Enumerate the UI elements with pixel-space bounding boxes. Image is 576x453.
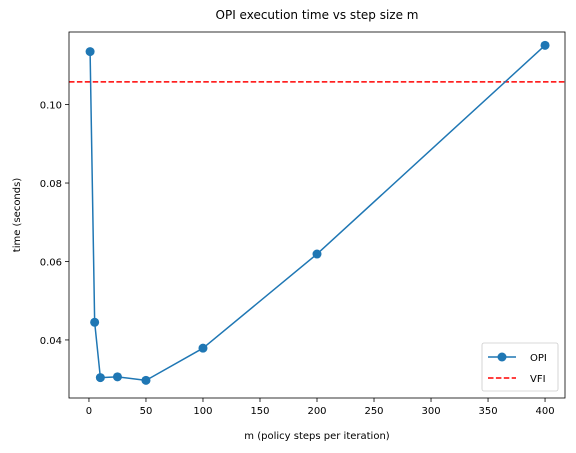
x-tick-label: 150 [250, 406, 269, 417]
legend-opi-label: OPI [530, 353, 547, 364]
opi-data-point [90, 317, 100, 327]
x-tick-label: 200 [307, 406, 326, 417]
y-tick-label: 0.10 [40, 101, 62, 112]
opi-data-point [198, 343, 208, 353]
y-tick-label: 0.06 [40, 257, 62, 268]
y-tick-label: 0.04 [40, 336, 62, 347]
y-axis-label: time (seconds) [12, 178, 23, 253]
opi-data-point [141, 375, 151, 385]
opi-data-point [312, 249, 322, 259]
x-axis: 0 50 100 150 200 250 300 350 400 [86, 398, 555, 417]
opi-data-point [112, 372, 122, 382]
x-tick-label: 50 [140, 406, 153, 417]
x-tick-label: 0 [86, 406, 92, 417]
y-tick-label: 0.08 [40, 179, 62, 190]
y-axis: 0.04 0.06 0.08 0.10 [40, 101, 69, 347]
legend-opi-marker [497, 352, 507, 362]
opi-data-point [540, 40, 550, 50]
x-axis-label: m (policy steps per iteration) [244, 431, 389, 442]
x-tick-label: 300 [421, 406, 440, 417]
x-tick-label: 350 [478, 406, 497, 417]
opi-data-point [95, 373, 105, 383]
opi-series-line [89, 44, 546, 382]
x-tick-label: 100 [193, 406, 212, 417]
legend: OPI VFI [481, 342, 559, 392]
x-tick-label: 400 [535, 406, 554, 417]
opi-data-point [85, 47, 95, 57]
x-tick-label: 250 [364, 406, 383, 417]
chart-title: OPI execution time vs step size m [216, 8, 419, 22]
series-layer [69, 40, 565, 385]
legend-box [481, 342, 559, 392]
legend-vfi-label: VFI [530, 374, 546, 385]
